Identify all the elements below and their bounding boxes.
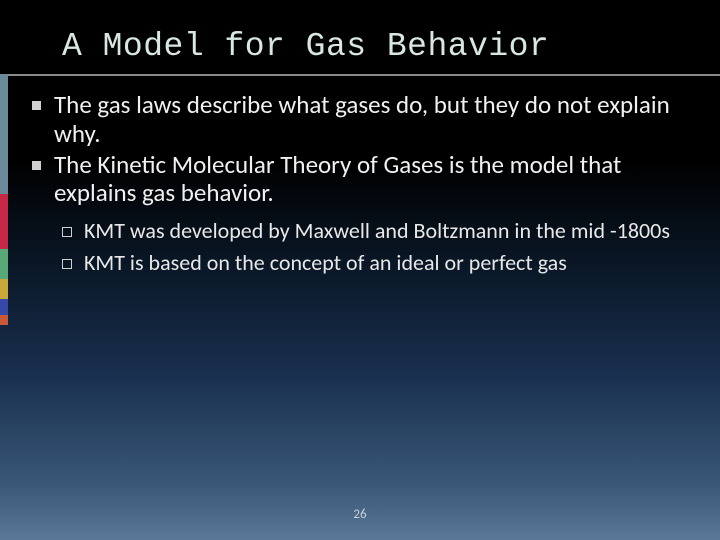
accent-strip-3 <box>0 249 8 279</box>
slide-body: The gas laws describe what gases do, but… <box>0 73 720 276</box>
bullet-item: The Kinetic Molecular Theory of Gases is… <box>30 151 700 276</box>
bullet-text: The gas laws describe what gases do, but… <box>54 89 670 149</box>
title-underline <box>0 74 720 76</box>
accent-strip-4 <box>0 279 8 299</box>
sub-bullet-item: KMT is based on the concept of an ideal … <box>60 250 700 276</box>
bullet-item: The gas laws describe what gases do, but… <box>30 91 700 149</box>
bullet-list-level1: The gas laws describe what gases do, but… <box>30 91 700 276</box>
accent-strip-2 <box>0 194 8 249</box>
bullet-list-level2: KMT was developed by Maxwell and Boltzma… <box>60 218 700 276</box>
sub-bullet-text: KMT is based on the concept of an ideal … <box>84 249 567 276</box>
slide: A Model for Gas Behavior The gas laws de… <box>0 0 720 540</box>
accent-strip-1 <box>0 74 8 194</box>
bullet-text: The Kinetic Molecular Theory of Gases is… <box>54 149 621 209</box>
accent-strip-5 <box>0 299 8 315</box>
page-number: 26 <box>0 507 720 522</box>
accent-strip-6 <box>0 315 8 325</box>
slide-title: A Model for Gas Behavior <box>0 0 720 73</box>
sub-bullet-text: KMT was developed by Maxwell and Boltzma… <box>84 217 670 244</box>
sub-bullet-item: KMT was developed by Maxwell and Boltzma… <box>60 218 700 244</box>
